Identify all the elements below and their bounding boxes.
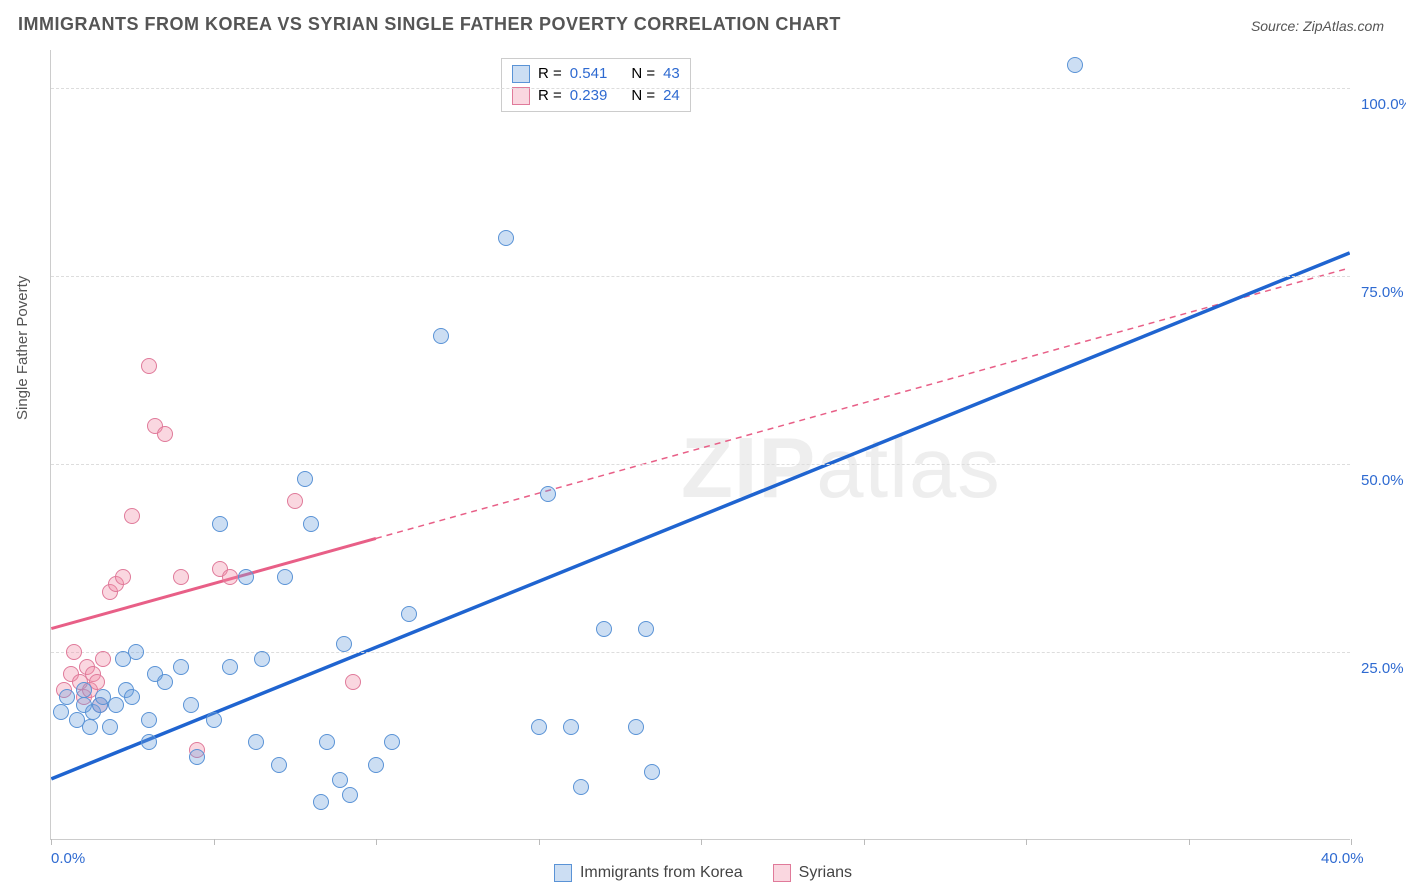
data-point — [212, 516, 228, 532]
x-tick — [376, 839, 377, 845]
x-tick — [51, 839, 52, 845]
scatter-plot: ZIPatlas R = 0.541 N = 43 R = 0.239 N = … — [50, 50, 1350, 840]
data-point — [1067, 57, 1083, 73]
data-point — [297, 471, 313, 487]
data-point — [124, 508, 140, 524]
r-prefix: R = — [538, 63, 562, 85]
x-tick — [864, 839, 865, 845]
data-point — [173, 569, 189, 585]
x-tick — [1189, 839, 1190, 845]
data-point — [157, 674, 173, 690]
y-tick-label: 75.0% — [1361, 284, 1406, 301]
data-point — [531, 719, 547, 735]
data-point — [433, 328, 449, 344]
data-point — [573, 779, 589, 795]
data-point — [82, 719, 98, 735]
legend-item-a: Immigrants from Korea — [554, 864, 743, 882]
x-tick — [1351, 839, 1352, 845]
y-axis-label: Single Father Poverty — [14, 276, 31, 420]
chart-title: IMMIGRANTS FROM KOREA VS SYRIAN SINGLE F… — [18, 14, 841, 35]
data-point — [319, 734, 335, 750]
data-point — [596, 621, 612, 637]
data-point — [53, 704, 69, 720]
data-point — [277, 569, 293, 585]
data-point — [59, 689, 75, 705]
data-point — [313, 794, 329, 810]
data-point — [332, 772, 348, 788]
legend-item-b: Syrians — [773, 864, 852, 882]
data-point — [157, 426, 173, 442]
legend-label-a: Immigrants from Korea — [580, 864, 743, 882]
x-tick — [539, 839, 540, 845]
data-point — [628, 719, 644, 735]
data-point — [206, 712, 222, 728]
data-point — [336, 636, 352, 652]
swatch-b — [773, 864, 791, 882]
data-point — [173, 659, 189, 675]
r-value-a: 0.541 — [570, 63, 608, 85]
data-point — [95, 651, 111, 667]
data-point — [128, 644, 144, 660]
data-point — [563, 719, 579, 735]
gridline — [51, 276, 1350, 277]
swatch-b — [512, 87, 530, 105]
data-point — [141, 712, 157, 728]
data-point — [498, 230, 514, 246]
data-point — [183, 697, 199, 713]
data-point — [76, 682, 92, 698]
source-label: Source: ZipAtlas.com — [1251, 18, 1384, 34]
gridline — [51, 464, 1350, 465]
data-point — [644, 764, 660, 780]
legend-label-b: Syrians — [799, 864, 852, 882]
trend-lines — [51, 50, 1350, 839]
legend-row-a: R = 0.541 N = 43 — [512, 63, 680, 85]
swatch-a — [554, 864, 572, 882]
x-tick — [214, 839, 215, 845]
y-tick-label: 50.0% — [1361, 472, 1406, 489]
data-point — [141, 358, 157, 374]
y-tick-label: 25.0% — [1361, 660, 1406, 677]
data-point — [271, 757, 287, 773]
data-point — [638, 621, 654, 637]
n-prefix: N = — [631, 63, 655, 85]
n-value-a: 43 — [663, 63, 680, 85]
data-point — [287, 493, 303, 509]
correlation-legend: R = 0.541 N = 43 R = 0.239 N = 24 — [501, 58, 691, 112]
swatch-a — [512, 65, 530, 83]
data-point — [540, 486, 556, 502]
data-point — [401, 606, 417, 622]
gridline — [51, 652, 1350, 653]
data-point — [115, 569, 131, 585]
x-tick — [701, 839, 702, 845]
data-point — [254, 651, 270, 667]
y-tick-label: 100.0% — [1361, 96, 1406, 113]
data-point — [342, 787, 358, 803]
data-point — [102, 719, 118, 735]
data-point — [222, 569, 238, 585]
data-point — [345, 674, 361, 690]
data-point — [368, 757, 384, 773]
data-point — [66, 644, 82, 660]
data-point — [248, 734, 264, 750]
data-point — [189, 749, 205, 765]
gridline — [51, 88, 1350, 89]
watermark: ZIPatlas — [681, 420, 1001, 518]
series-legend: Immigrants from Korea Syrians — [0, 864, 1406, 882]
data-point — [222, 659, 238, 675]
x-tick — [1026, 839, 1027, 845]
data-point — [124, 689, 140, 705]
data-point — [141, 734, 157, 750]
data-point — [108, 697, 124, 713]
data-point — [384, 734, 400, 750]
data-point — [238, 569, 254, 585]
data-point — [303, 516, 319, 532]
